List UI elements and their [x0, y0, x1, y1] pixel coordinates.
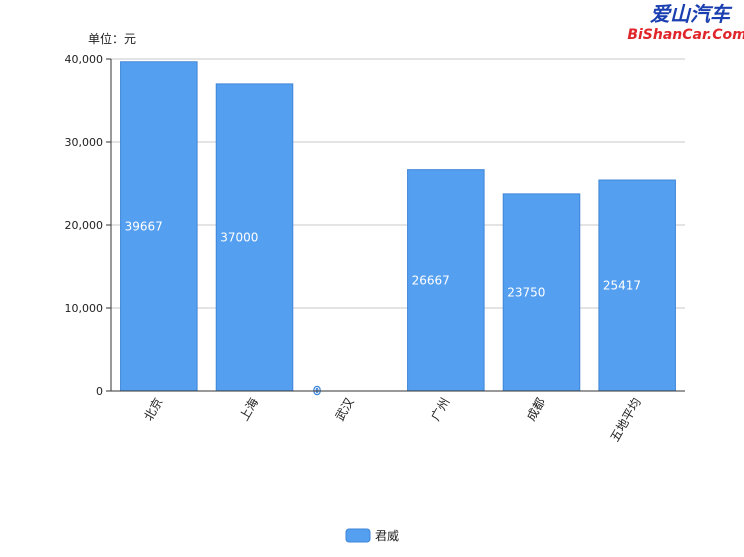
gridlines — [111, 58, 685, 309]
bar[interactable] — [120, 61, 198, 392]
data-label: 37000 — [220, 230, 258, 244]
bars — [120, 61, 676, 392]
x-tick-label: 北京 — [141, 396, 165, 424]
y-tick-label: 0 — [96, 385, 103, 398]
x-tick-label: 五地平均 — [608, 396, 644, 445]
y-axis-ticks: 0 10,000 20,000 30,000 40,000 — [65, 53, 111, 398]
watermark-logo: 爱山汽车 BiShanCar.Com — [627, 2, 744, 43]
legend[interactable]: 君威 — [345, 528, 399, 543]
data-label: 23750 — [507, 285, 545, 299]
x-axis-labels: 北京 上海 武汉 广州 成都 五地平均 — [141, 395, 643, 444]
legend-swatch — [345, 528, 371, 543]
y-tick-label: 10,000 — [65, 302, 104, 315]
data-label: 25417 — [603, 279, 641, 293]
y-tick-label: 20,000 — [65, 219, 104, 232]
watermark-en: BiShanCar.Com — [627, 27, 744, 43]
legend-label: 君威 — [375, 529, 399, 543]
x-tick-label: 上海 — [236, 395, 261, 423]
data-label: 39667 — [125, 219, 163, 233]
x-tick-label: 成都 — [524, 396, 548, 424]
unit-label: 单位：元 — [88, 31, 136, 46]
data-labels: 39667370000266672375025417 — [125, 219, 642, 398]
watermark-cn: 爱山汽车 — [650, 2, 733, 26]
data-label: 26667 — [412, 273, 450, 287]
y-tick-label: 30,000 — [65, 136, 104, 149]
y-tick-label: 40,000 — [65, 53, 104, 66]
x-tick-label: 广州 — [428, 396, 452, 424]
x-tick-label: 武汉 — [333, 396, 357, 424]
